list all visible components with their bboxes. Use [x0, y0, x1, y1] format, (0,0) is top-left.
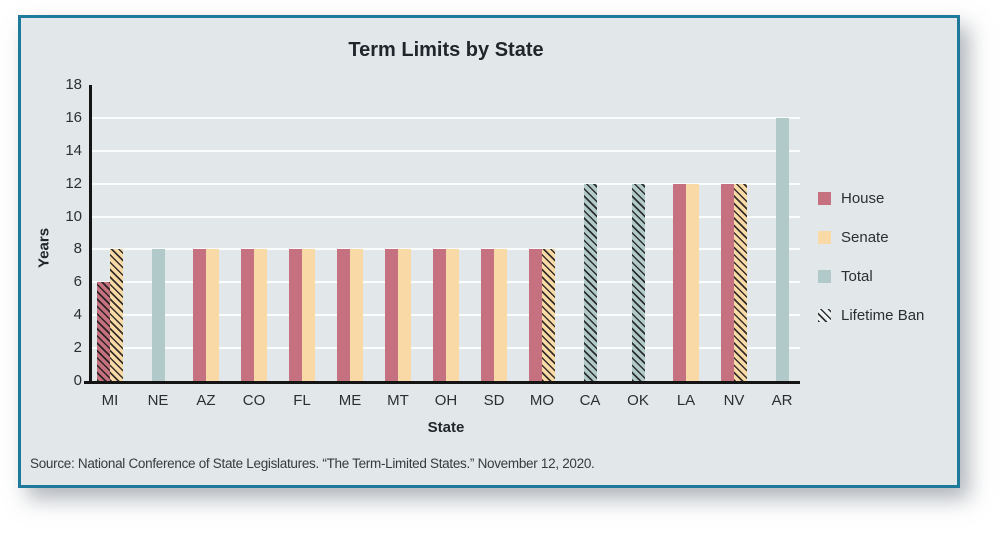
legend-item-lifetime-ban: Lifetime Ban [818, 307, 924, 324]
y-axis-line [89, 85, 92, 384]
x-tick-label-la: LA [676, 392, 696, 409]
source-note: Source: National Conference of State Leg… [30, 456, 595, 471]
x-tick-label-mo: MO [529, 392, 555, 409]
legend-label-total: Total [841, 268, 873, 285]
legend-swatch-senate [818, 231, 831, 244]
bar-total-ca [583, 183, 597, 381]
x-tick-label-nv: NV [723, 392, 745, 409]
y-tick-label: 18 [65, 76, 82, 93]
y-tick-label: 8 [73, 240, 82, 258]
bar-senate-me [350, 249, 363, 381]
legend-swatch-total [818, 270, 831, 283]
gridline-16 [92, 116, 800, 119]
bar-senate-nv [734, 183, 747, 381]
y-tick-label: 4 [73, 306, 82, 324]
x-axis-label: State [427, 419, 465, 436]
bar-senate-az [206, 249, 219, 381]
plot-area: 0 2 4 6 8 10 12 14 16 18 MI NE AZ CO FL ME MT OH SD MO CA OK L… [65, 76, 800, 409]
x-tick-label-fl: FL [293, 392, 311, 409]
chart-card: Term Limits by State Years 0 2 4 6 8 10 12 14 16… [18, 15, 960, 488]
bar-senate-oh [446, 249, 459, 381]
bar-house-mi [97, 282, 110, 381]
bar-house-mt [385, 249, 398, 381]
bar-senate-la [686, 183, 699, 381]
bar-total-ne [151, 249, 165, 381]
x-tick-label-me: ME [338, 392, 362, 409]
y-tick-label: 10 [65, 207, 82, 225]
bar-house-fl [289, 249, 302, 381]
bar-senate-co [254, 249, 267, 381]
y-tick-label: 16 [65, 108, 82, 126]
x-tick-label-az: AZ [196, 392, 216, 409]
y-tick-label: 0 [73, 372, 82, 389]
gridline-10 [92, 215, 800, 218]
bar-senate-mt [398, 249, 411, 381]
bar-house-la [673, 183, 686, 381]
x-tick-label-oh: OH [434, 392, 458, 409]
x-tick-label-ne: NE [147, 392, 169, 409]
x-tick-label-sd: SD [483, 392, 505, 409]
x-tick-label-ca: CA [579, 392, 601, 409]
gridline-14 [92, 149, 800, 152]
y-tick-label: 2 [73, 339, 82, 357]
x-tick-label-mt: MT [387, 392, 409, 409]
bar-senate-fl [302, 249, 315, 381]
x-axis-line [84, 381, 800, 384]
y-tick-label: 14 [65, 141, 82, 159]
bar-house-co [241, 249, 254, 381]
bar-total-ok [631, 183, 645, 381]
bar-house-mo [529, 249, 542, 381]
y-tick-label: 6 [73, 273, 82, 291]
legend-item-total: Total [818, 268, 924, 285]
bar-senate-sd [494, 249, 507, 381]
bar-house-az [193, 249, 206, 381]
legend-swatch-house [818, 192, 831, 205]
legend-swatch-lifetime-ban [818, 309, 831, 322]
legend-label-house: House [841, 190, 885, 207]
x-tick-label-ar: AR [771, 392, 793, 409]
x-tick-label-co: CO [242, 392, 266, 409]
legend-label-senate: Senate [841, 229, 889, 246]
bar-house-oh [433, 249, 446, 381]
chart-title: Term Limits by State [348, 39, 544, 61]
x-tick-label-ok: OK [627, 392, 649, 409]
legend-item-house: House [818, 190, 924, 207]
y-tick-label: 12 [65, 174, 82, 192]
legend: House Senate Total Lifetime Ban [818, 190, 924, 324]
bar-house-nv [721, 183, 734, 381]
bar-senate-mo [542, 249, 555, 381]
bar-senate-mi [110, 249, 123, 381]
legend-label-lifetime-ban: Lifetime Ban [841, 307, 925, 324]
bar-house-sd [481, 249, 494, 381]
bar-total-ar [775, 117, 789, 381]
legend-item-senate: Senate [818, 229, 924, 246]
bar-house-me [337, 249, 350, 381]
gridline-12 [92, 182, 800, 185]
x-tick-label-mi: MI [101, 392, 119, 409]
